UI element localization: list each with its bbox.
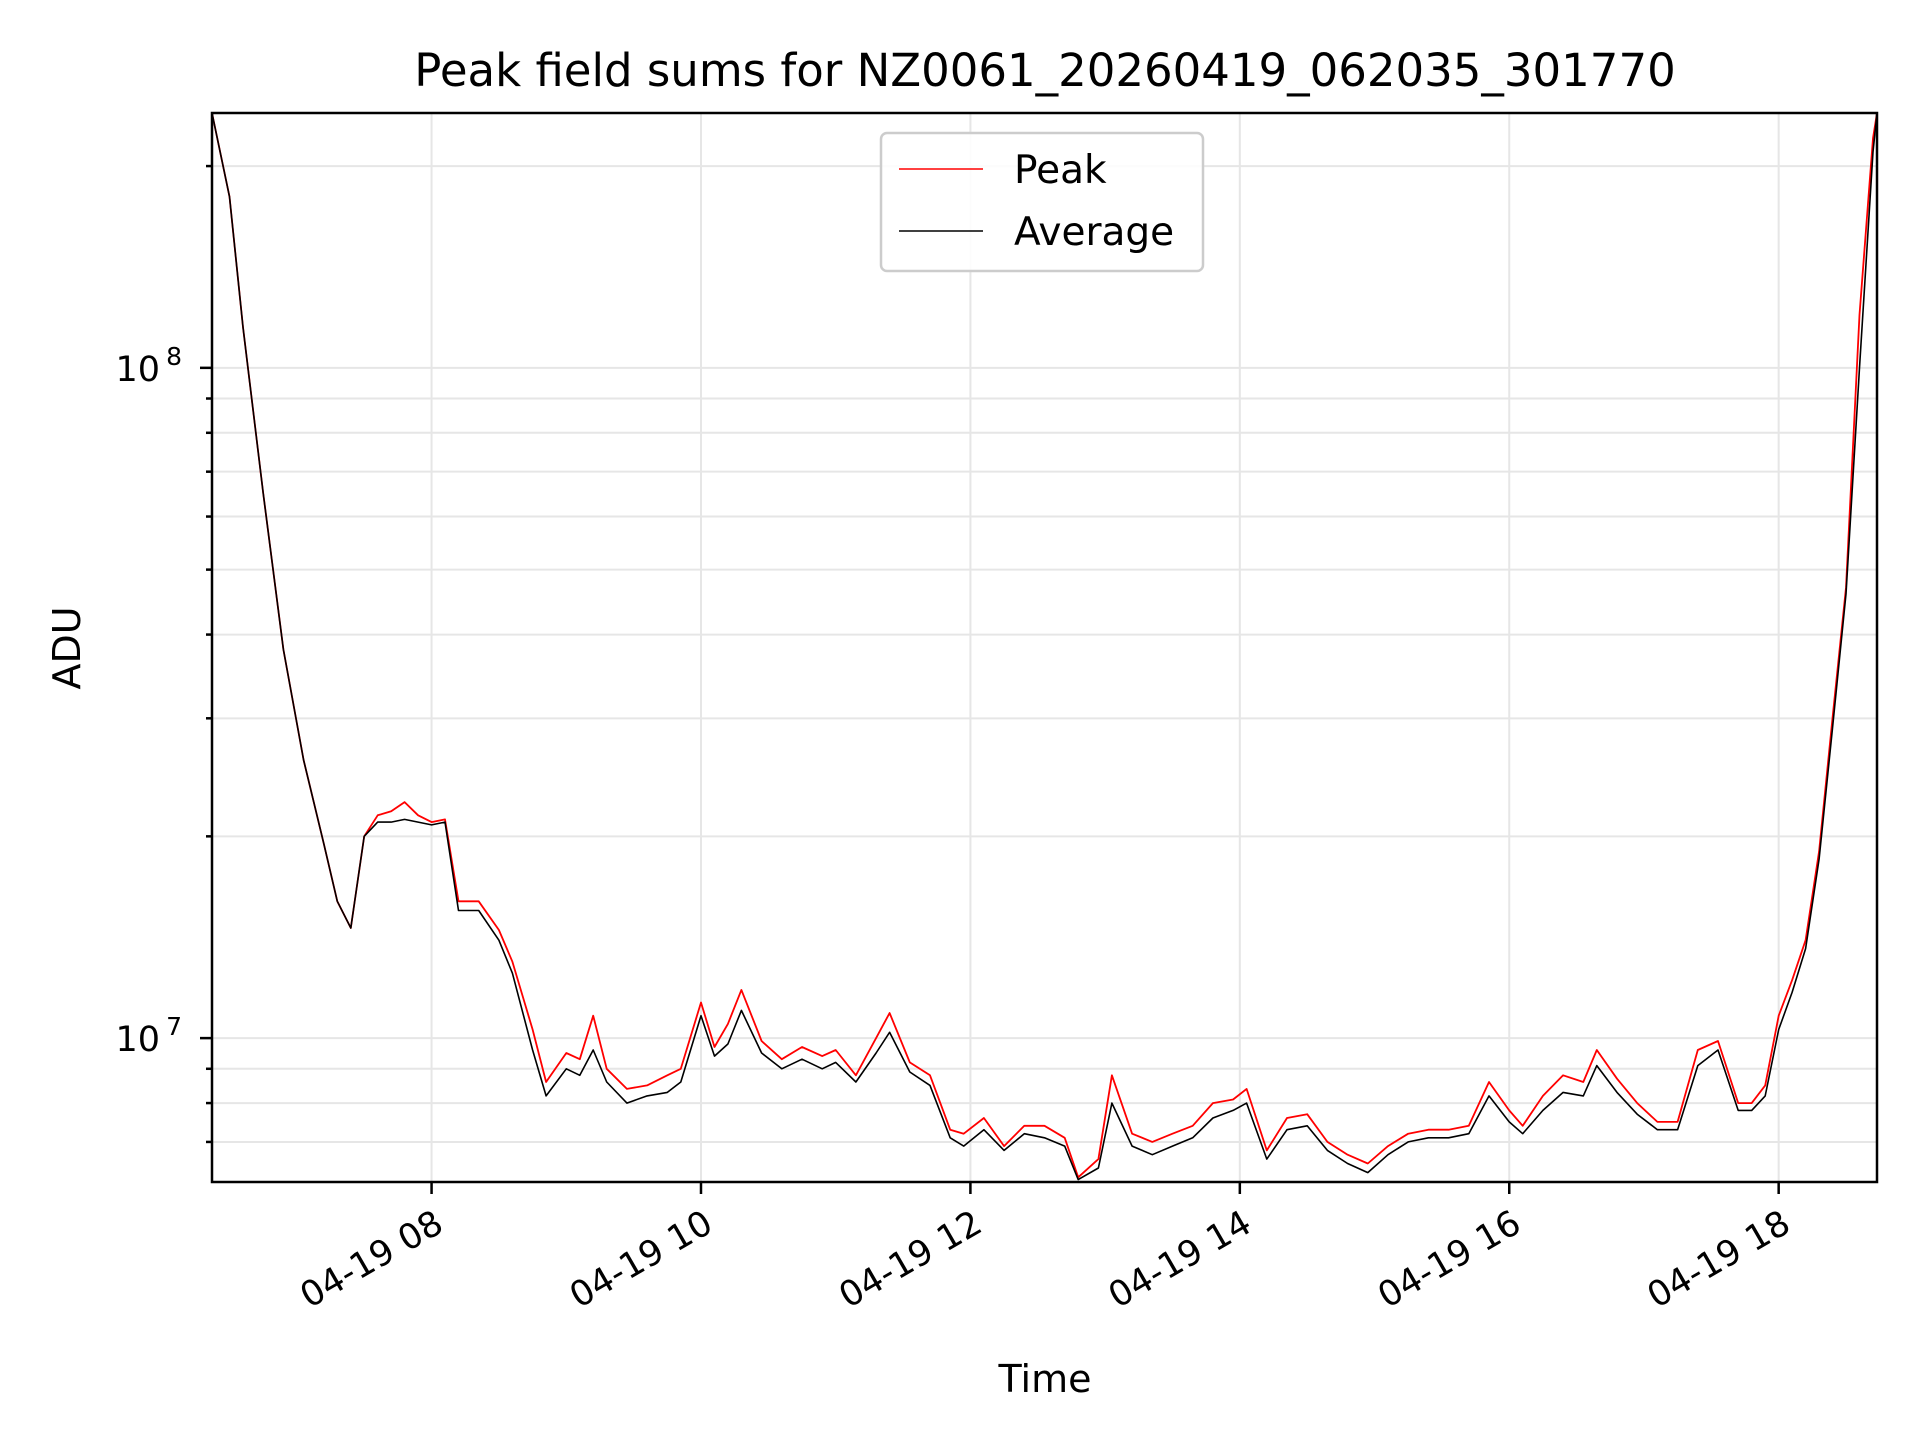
x-axis: 04-19 08 04-19 10 04-19 12 04-19 14 04-19 16… bbox=[294, 1182, 1797, 1316]
chart-title: Peak field sums for NZ0061_20260419_0620… bbox=[414, 44, 1675, 97]
legend-label-average: Average bbox=[1014, 210, 1174, 255]
x-tick-label: 04-19 16 bbox=[1371, 1203, 1527, 1316]
x-gridlines bbox=[430, 113, 1780, 1182]
y-tick-label: 10 bbox=[115, 1020, 160, 1060]
legend-label-peak: Peak bbox=[1014, 148, 1107, 193]
series-line-average bbox=[212, 113, 1877, 1181]
series-layer bbox=[212, 113, 1877, 1181]
y-axis-label: ADU bbox=[45, 606, 89, 689]
x-tick-label: 04-19 12 bbox=[833, 1203, 989, 1316]
legend: Peak Average bbox=[879, 131, 1205, 273]
y-tick-label: 10 bbox=[115, 350, 160, 390]
x-tick-label: 04-19 18 bbox=[1641, 1203, 1797, 1316]
y-tick-exponent: 7 bbox=[166, 1012, 182, 1041]
plot-frame bbox=[210, 111, 1879, 1184]
y-gridlines bbox=[212, 165, 1877, 1143]
series-line-peak bbox=[212, 113, 1877, 1179]
x-tick-label: 04-19 10 bbox=[563, 1203, 719, 1316]
legend-box bbox=[879, 131, 1205, 273]
x-axis-label: Time bbox=[998, 1357, 1092, 1401]
x-tick-label: 04-19 08 bbox=[294, 1203, 450, 1316]
x-tick-label: 04-19 14 bbox=[1102, 1203, 1258, 1316]
y-tick-exponent: 8 bbox=[166, 342, 182, 371]
